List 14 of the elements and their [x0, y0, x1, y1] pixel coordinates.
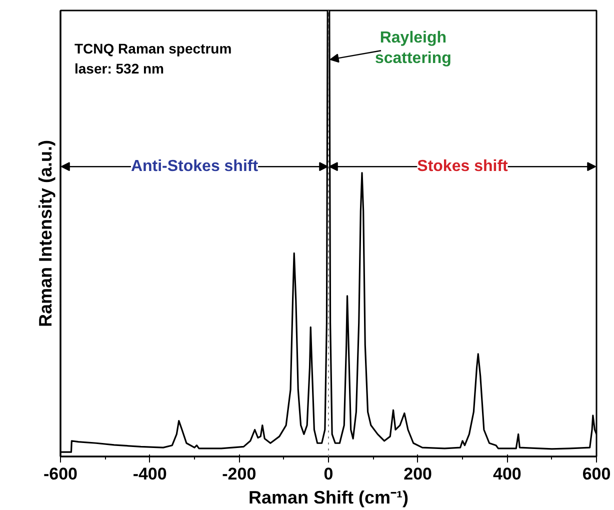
annotation: Rayleigh scattering [374, 30, 452, 68]
x-axis-title: Raman Shift (cm⁻¹) [248, 488, 409, 508]
x-tick-label: 600 [582, 464, 611, 484]
annotation: Stokes shift [417, 158, 509, 176]
y-axis-title: Raman Intensity (a.u.) [36, 140, 56, 328]
x-tick-label: 200 [404, 464, 432, 484]
annotation: Anti-Stokes shift [130, 158, 259, 176]
annotation: laser: 532 nm [74, 60, 164, 76]
x-tick-label: 0 [324, 464, 334, 484]
x-tick-label: -600 [43, 464, 78, 484]
x-tick-label: -400 [132, 464, 167, 484]
x-tick-label: -200 [222, 464, 256, 484]
annotation: TCNQ Raman spectrum [74, 40, 232, 56]
x-tick-label: 400 [492, 464, 522, 484]
